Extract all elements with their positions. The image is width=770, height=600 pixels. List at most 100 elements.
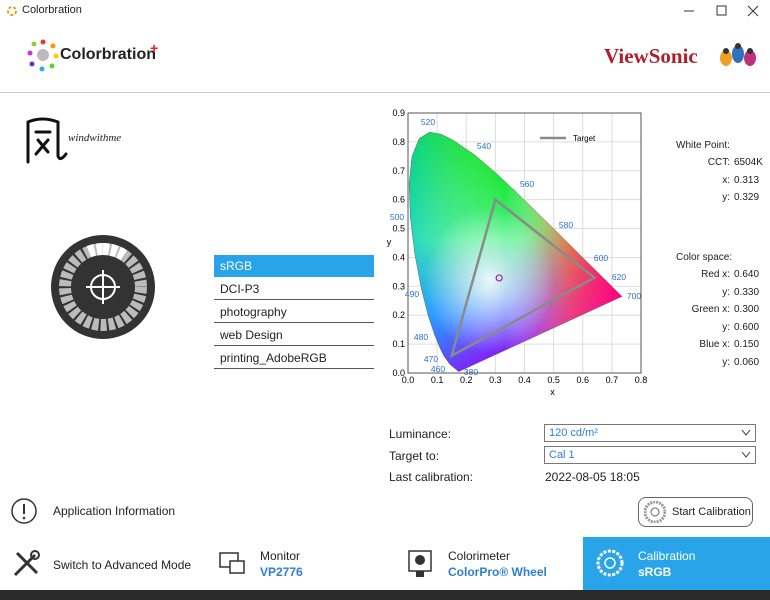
luminance-value: 120 cd/m² xyxy=(549,427,598,439)
wavelength-label: 700 xyxy=(627,291,641,301)
app-info-button[interactable]: Application Information xyxy=(10,497,210,525)
tab[interactable]: Monitor VP2776 xyxy=(205,537,385,590)
brand-logo: ViewSonic xyxy=(604,44,698,68)
profile-item[interactable]: web Design xyxy=(214,324,374,346)
tab-icon xyxy=(219,552,245,574)
info-label: y: xyxy=(722,321,730,333)
wavelength-label: 580 xyxy=(559,220,573,230)
status-strip xyxy=(0,590,770,600)
x-tick-label: 0.4 xyxy=(518,375,531,385)
y-tick-label: 0.9 xyxy=(392,108,405,118)
x-axis-label: x xyxy=(550,387,555,397)
last-calibration-label: Last calibration: xyxy=(389,470,474,484)
info-value: 0.313 xyxy=(734,174,760,186)
header: Colorbration + ViewSonic xyxy=(0,22,770,93)
tab-value: sRGB xyxy=(638,565,672,579)
y-tick-label: 0.8 xyxy=(392,137,405,147)
tab-value: ColorPro® Wheel xyxy=(448,565,547,579)
info-label: y: xyxy=(722,356,730,368)
info-value: 0.060 xyxy=(734,356,760,368)
x-tick-label: 0.2 xyxy=(460,375,473,385)
info-value: 0.300 xyxy=(734,304,760,315)
y-tick-label: 0.0 xyxy=(392,368,405,378)
calligraphy-glyph xyxy=(26,117,68,164)
brand-birds xyxy=(720,43,756,66)
profile-item[interactable]: printing_AdobeRGB xyxy=(214,347,374,369)
wavelength-label: 520 xyxy=(421,117,435,127)
signature-area: windwithme xyxy=(20,112,150,167)
section-title: White Point: xyxy=(676,140,730,151)
window-title: Colorbration xyxy=(22,4,82,16)
wavelength-label: 470 xyxy=(424,354,438,364)
colorimeter-wheel xyxy=(51,235,155,339)
y-tick-label: 0.3 xyxy=(392,281,405,291)
tab[interactable]: Colorimeter ColorPro® Wheel xyxy=(393,537,573,590)
y-tick-label: 0.4 xyxy=(392,252,405,262)
info-label: Red x: xyxy=(701,269,730,280)
info-label: y: xyxy=(722,286,730,298)
info-value: 6504K xyxy=(734,157,763,168)
profile-list: sRGB DCI-P3 photography web Design printing_… xyxy=(214,255,374,375)
profile-item[interactable]: DCI-P3 xyxy=(214,278,374,300)
target-gamut xyxy=(449,197,597,359)
last-calibration-value: 2022-08-05 18:05 xyxy=(545,470,640,484)
spectral-locus xyxy=(408,131,623,372)
title-bar: Colorbration xyxy=(0,0,770,22)
tab[interactable]: Calibration sRGB xyxy=(583,537,770,590)
start-icon xyxy=(644,501,666,523)
profile-item[interactable]: photography xyxy=(214,301,374,323)
x-tick-label: 0.7 xyxy=(606,375,619,385)
info-value: 0.329 xyxy=(734,192,760,203)
window-controls[interactable] xyxy=(670,0,770,22)
info-value: 0.640 xyxy=(734,269,760,280)
app-logo: Colorbration xyxy=(60,46,156,63)
info-panel: White Point: CCT: 6504K x: 0.313 y: 0.329 Color… xyxy=(650,135,770,375)
info-value: 0.330 xyxy=(734,286,760,298)
info-label: Blue x: xyxy=(699,339,730,350)
info-label: Green x: xyxy=(691,304,730,315)
section-title: Color space: xyxy=(676,252,733,263)
x-tick-label: 0.0 xyxy=(402,375,415,385)
advanced-mode-button[interactable]: Switch to Advanced Mode xyxy=(10,548,210,580)
y-tick-label: 0.5 xyxy=(392,224,405,234)
app-info-text: Application Information xyxy=(53,504,176,518)
wavelength-label: 480 xyxy=(414,332,428,342)
dropdown-arrow xyxy=(741,451,751,458)
info-value: 0.600 xyxy=(734,321,760,333)
start-calibration-button[interactable]: Start Calibration xyxy=(638,497,753,527)
info-label: y: xyxy=(722,192,730,203)
x-tick-label: 0.3 xyxy=(489,375,502,385)
app-logo-plus: + xyxy=(150,40,159,56)
info-value: 0.150 xyxy=(734,339,760,350)
profile-item[interactable]: sRGB xyxy=(214,255,374,277)
wavelength-label: 490 xyxy=(405,289,419,299)
cie-chart: 0.0 0.1 0.2 0.3 0.4 0.5 0.6 0.7 0.8 0.0 0.1 0.2 0.3 0… xyxy=(387,108,648,397)
info-label: x: xyxy=(722,174,730,186)
tab-icon xyxy=(408,550,432,577)
luminance-dropdown[interactable]: 120 cd/m² xyxy=(544,424,756,442)
luminance-label: Luminance: xyxy=(389,427,452,441)
wavelength-label: 560 xyxy=(520,179,534,189)
white-point xyxy=(495,274,503,282)
app-icon xyxy=(7,6,17,16)
target-dropdown[interactable]: Cal 1 xyxy=(544,446,756,464)
target-value: Cal 1 xyxy=(549,449,575,461)
y-tick-label: 0.1 xyxy=(392,339,405,349)
x-tick-label: 0.8 xyxy=(635,375,648,385)
y-tick-label: 0.7 xyxy=(392,166,405,176)
signature-text: windwithme xyxy=(68,132,122,144)
legend-label: Target xyxy=(573,134,596,143)
tab-title: Colorimeter xyxy=(448,549,511,563)
wavelength-label: 540 xyxy=(477,141,491,151)
x-tick-label: 0.6 xyxy=(576,375,589,385)
tab-icon xyxy=(596,549,624,577)
plot-frame xyxy=(407,112,642,374)
wavelength-label: 380 xyxy=(464,367,478,377)
info-icon xyxy=(11,498,37,524)
tab-value: VP2776 xyxy=(260,565,303,579)
tools-icon xyxy=(13,550,40,577)
wavelength-label: 500 xyxy=(390,212,404,222)
target-label: Target to: xyxy=(389,449,440,463)
info-label: CCT: xyxy=(707,157,730,168)
y-tick-label: 0.6 xyxy=(392,195,405,205)
